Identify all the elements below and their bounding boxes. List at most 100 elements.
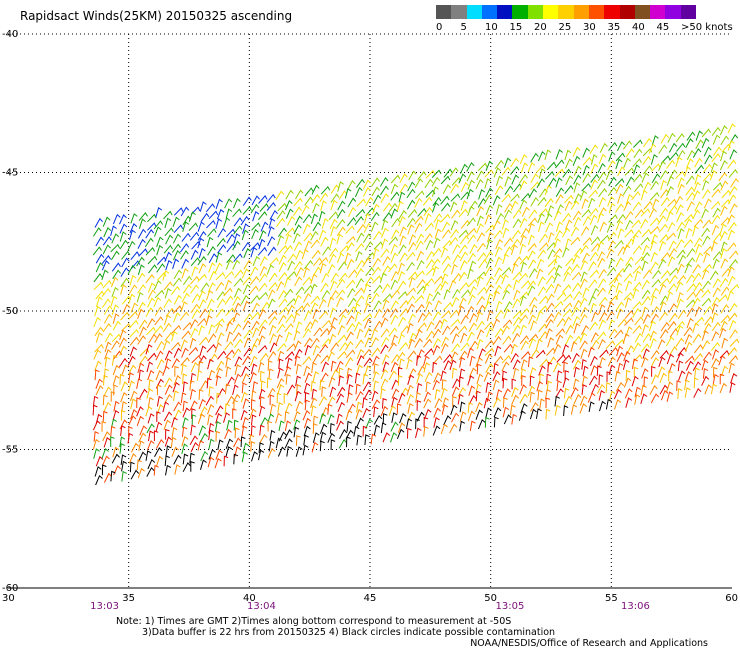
wind-barb (478, 259, 488, 269)
wind-barb (146, 440, 155, 451)
wind-barb (442, 184, 451, 195)
wind-barb (128, 364, 137, 375)
wind-barb (328, 376, 336, 388)
wind-barb (668, 247, 678, 258)
wind-barb (181, 330, 191, 340)
wind-barb (296, 435, 301, 446)
wind-barb (277, 342, 287, 352)
wind-barb (398, 366, 403, 378)
wind-barb (284, 351, 295, 360)
wind-barb (711, 331, 720, 342)
wind-barb (172, 277, 182, 287)
wind-barb (607, 356, 616, 367)
wind-barb (284, 365, 292, 377)
wind-barb (441, 202, 451, 212)
wind-barb (266, 377, 272, 389)
wind-barb (632, 308, 641, 318)
wind-barb (692, 263, 701, 274)
wind-barb (545, 222, 554, 233)
wind-barb (328, 253, 337, 264)
wind-barb (417, 207, 427, 217)
wind-barb (712, 278, 721, 289)
wind-barb (614, 399, 622, 410)
wind-barb (250, 294, 260, 304)
wind-barb (434, 388, 441, 400)
wind-barb (111, 304, 119, 315)
wind-barb (182, 221, 190, 232)
wind-barb (206, 236, 214, 248)
wind-barb (684, 387, 691, 398)
wind-barb (710, 200, 721, 210)
wind-barb (712, 349, 720, 360)
wind-barb (573, 322, 581, 334)
wind-barb (563, 266, 573, 276)
wind-barb (608, 328, 618, 339)
wind-barb (92, 438, 100, 450)
wind-barb (399, 183, 409, 194)
scale-label: 0 (436, 22, 443, 33)
wind-barb (617, 166, 626, 177)
wind-barb (448, 236, 459, 246)
wind-barb (259, 396, 265, 407)
wind-barb (303, 310, 312, 321)
wind-barb (433, 275, 444, 285)
wind-barb (336, 413, 343, 425)
wind-barb (563, 293, 573, 302)
wind-barb (381, 354, 390, 365)
wind-barb (327, 351, 335, 362)
wind-barb (171, 341, 181, 351)
wind-barb (711, 224, 720, 236)
wind-barb (562, 377, 570, 388)
wind-barb (443, 168, 453, 178)
wind-barb (718, 294, 728, 303)
wind-barb (477, 252, 487, 262)
wind-barb (293, 241, 303, 252)
wind-barb (312, 432, 320, 443)
wind-barb (103, 386, 112, 397)
wind-barb (494, 345, 502, 357)
wind-barb (640, 208, 651, 217)
map-title: Rapidsact Winds(25KM) 20150325 ascending (20, 9, 293, 23)
wind-barb (390, 208, 398, 219)
wind-barb (512, 209, 522, 219)
notes: Note: 1) Times are GMT 2)Times along bot… (116, 616, 555, 638)
wind-barb (371, 266, 381, 276)
wind-barb (573, 393, 582, 405)
wind-barb (337, 181, 344, 192)
scale-label: 10 (485, 22, 498, 33)
wind-barb (119, 239, 129, 250)
wind-barb (580, 226, 590, 236)
wind-barb (348, 269, 358, 279)
wind-barb (286, 271, 297, 280)
wind-barb (605, 340, 616, 349)
wind-barb (250, 203, 260, 214)
wind-barb (660, 196, 670, 207)
wind-barb (318, 310, 329, 320)
wind-barb (251, 195, 260, 206)
wind-barb (242, 442, 250, 454)
wind-barb (512, 367, 520, 379)
wind-barb (284, 411, 290, 422)
wind-barb (431, 202, 440, 213)
wind-barb (608, 295, 619, 304)
wind-barb (137, 228, 147, 239)
wind-barb (344, 340, 354, 351)
wind-barb (399, 173, 408, 184)
wind-barb (390, 300, 399, 311)
wind-barb (102, 455, 110, 466)
wind-barb (607, 240, 616, 251)
wind-barb (148, 264, 158, 274)
wind-barb (426, 250, 435, 261)
wind-barb (287, 304, 295, 315)
wind-barb (241, 268, 250, 279)
wind-barb (607, 196, 615, 207)
wind-barb (545, 408, 551, 420)
wind-barb (728, 319, 737, 331)
wind-barb (536, 178, 545, 188)
wind-barb (165, 445, 172, 456)
wind-barb (710, 162, 718, 173)
wind-barb (711, 321, 721, 332)
wind-barb (251, 222, 261, 231)
wind-barb (553, 343, 562, 355)
wind-barb (537, 286, 547, 296)
